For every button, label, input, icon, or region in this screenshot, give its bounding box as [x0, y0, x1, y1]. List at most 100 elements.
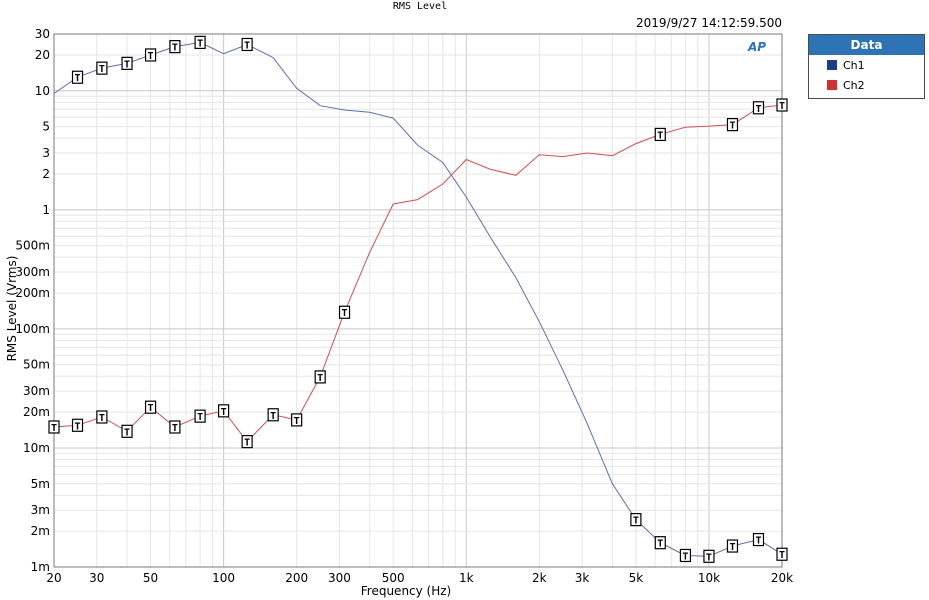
data-marker	[71, 418, 84, 432]
data-marker	[726, 539, 739, 553]
marker-label: T	[755, 536, 761, 547]
data-marker	[267, 408, 279, 422]
marker-label: T	[729, 542, 735, 553]
marker-label: T	[244, 40, 250, 51]
data-marker	[48, 420, 60, 434]
data-marker	[121, 424, 133, 438]
data-marker	[144, 48, 157, 62]
marker-label: T	[197, 412, 203, 423]
marker-label: T	[657, 539, 663, 550]
x-tick-label: 100	[212, 571, 235, 585]
y-tick-label: 50m	[23, 358, 50, 372]
data-marker	[654, 127, 666, 142]
y-tick-label: 20m	[23, 405, 50, 419]
y-axis-label: RMS Level (Vrms)	[5, 256, 19, 362]
marker-label: T	[221, 407, 227, 418]
x-tick-label: 2k	[532, 571, 547, 585]
marker-label: T	[197, 38, 203, 49]
x-tick-label: 3k	[575, 571, 590, 585]
marker-label: T	[244, 438, 250, 449]
marker-label: T	[342, 308, 348, 319]
marker-label: T	[148, 51, 154, 62]
legend-item-ch2[interactable]: Ch2	[809, 75, 924, 95]
marker-label: T	[51, 423, 57, 434]
data-marker	[291, 413, 303, 427]
marker-label: T	[779, 101, 785, 112]
marker-label: T	[172, 423, 178, 434]
y-tick-label: 10	[35, 84, 50, 98]
y-tick-label: 5	[42, 120, 50, 134]
ch1-swatch	[827, 60, 837, 70]
plot-frame	[53, 33, 783, 568]
x-tick-label: 300	[328, 571, 351, 585]
x-tick-label: 10k	[698, 571, 720, 585]
data-marker	[314, 370, 326, 384]
y-tick-label: 10m	[23, 441, 50, 455]
y-tick-label: 1m	[31, 560, 50, 574]
y-tick-label: 2m	[31, 524, 50, 538]
data-marker	[144, 400, 157, 414]
y-tick-label: 1	[42, 203, 50, 217]
data-marker	[679, 548, 692, 563]
legend-item-ch1[interactable]: Ch1	[809, 55, 924, 75]
y-tick-label: 100m	[15, 322, 50, 336]
x-tick-label: 20	[46, 571, 61, 585]
y-tick-label: 3m	[31, 503, 50, 517]
data-marker	[726, 118, 739, 132]
y-tick-label: 2	[42, 167, 50, 181]
data-marker	[630, 513, 642, 527]
marker-label: T	[75, 421, 81, 432]
x-axis-label: Frequency (Hz)	[361, 584, 452, 598]
y-tick-label: 200m	[15, 286, 50, 300]
marker-label: T	[124, 59, 130, 70]
marker-label: T	[75, 73, 81, 84]
data-marker	[776, 547, 788, 561]
y-tick-label: 30m	[23, 384, 50, 398]
ap-logo-icon: AP	[748, 40, 767, 54]
data-marker	[121, 56, 133, 70]
data-marker	[241, 37, 253, 52]
marker-label: T	[706, 552, 712, 563]
marker-label: T	[657, 130, 663, 141]
data-marker	[703, 549, 715, 563]
x-tick-label: 500	[382, 571, 405, 585]
marker-label: T	[99, 64, 105, 75]
marker-label: T	[148, 403, 154, 414]
marker-label: T	[99, 413, 105, 424]
plot-area	[54, 34, 782, 567]
data-marker	[752, 101, 765, 115]
legend-label-ch1: Ch1	[843, 58, 865, 72]
marker-label: T	[729, 121, 735, 132]
ch2-swatch	[827, 80, 837, 90]
marker-label: T	[779, 550, 785, 561]
marker-label: T	[755, 104, 761, 115]
y-tick-label: 500m	[15, 239, 50, 253]
y-tick-label: 30	[35, 27, 50, 41]
data-marker	[194, 409, 206, 423]
legend-label-ch2: Ch2	[843, 78, 865, 92]
y-tick-label: 300m	[15, 265, 50, 279]
legend-header: Data	[809, 35, 924, 55]
legend-panel: Data Ch1 Ch2	[808, 34, 925, 99]
marker-label: T	[633, 516, 639, 527]
data-marker	[338, 305, 351, 319]
marker-label: T	[270, 411, 276, 422]
x-tick-label: 30	[89, 571, 104, 585]
data-marker	[169, 420, 181, 434]
x-tick-label: 200	[285, 571, 308, 585]
timestamp: 2019/9/27 14:12:59.500	[636, 16, 782, 30]
marker-label: T	[172, 43, 178, 54]
y-tick-label: 20	[35, 48, 50, 62]
chart-title: RMS Level	[392, 1, 448, 12]
data-marker	[218, 404, 230, 418]
data-marker	[776, 98, 788, 112]
marker-label: T	[682, 551, 688, 562]
y-tick-label: 3	[42, 146, 50, 160]
marker-label: T	[124, 427, 130, 438]
data-marker	[71, 70, 84, 84]
x-tick-label: 5k	[629, 571, 644, 585]
data-marker	[194, 35, 206, 50]
data-marker	[96, 410, 108, 424]
data-marker	[169, 40, 181, 54]
